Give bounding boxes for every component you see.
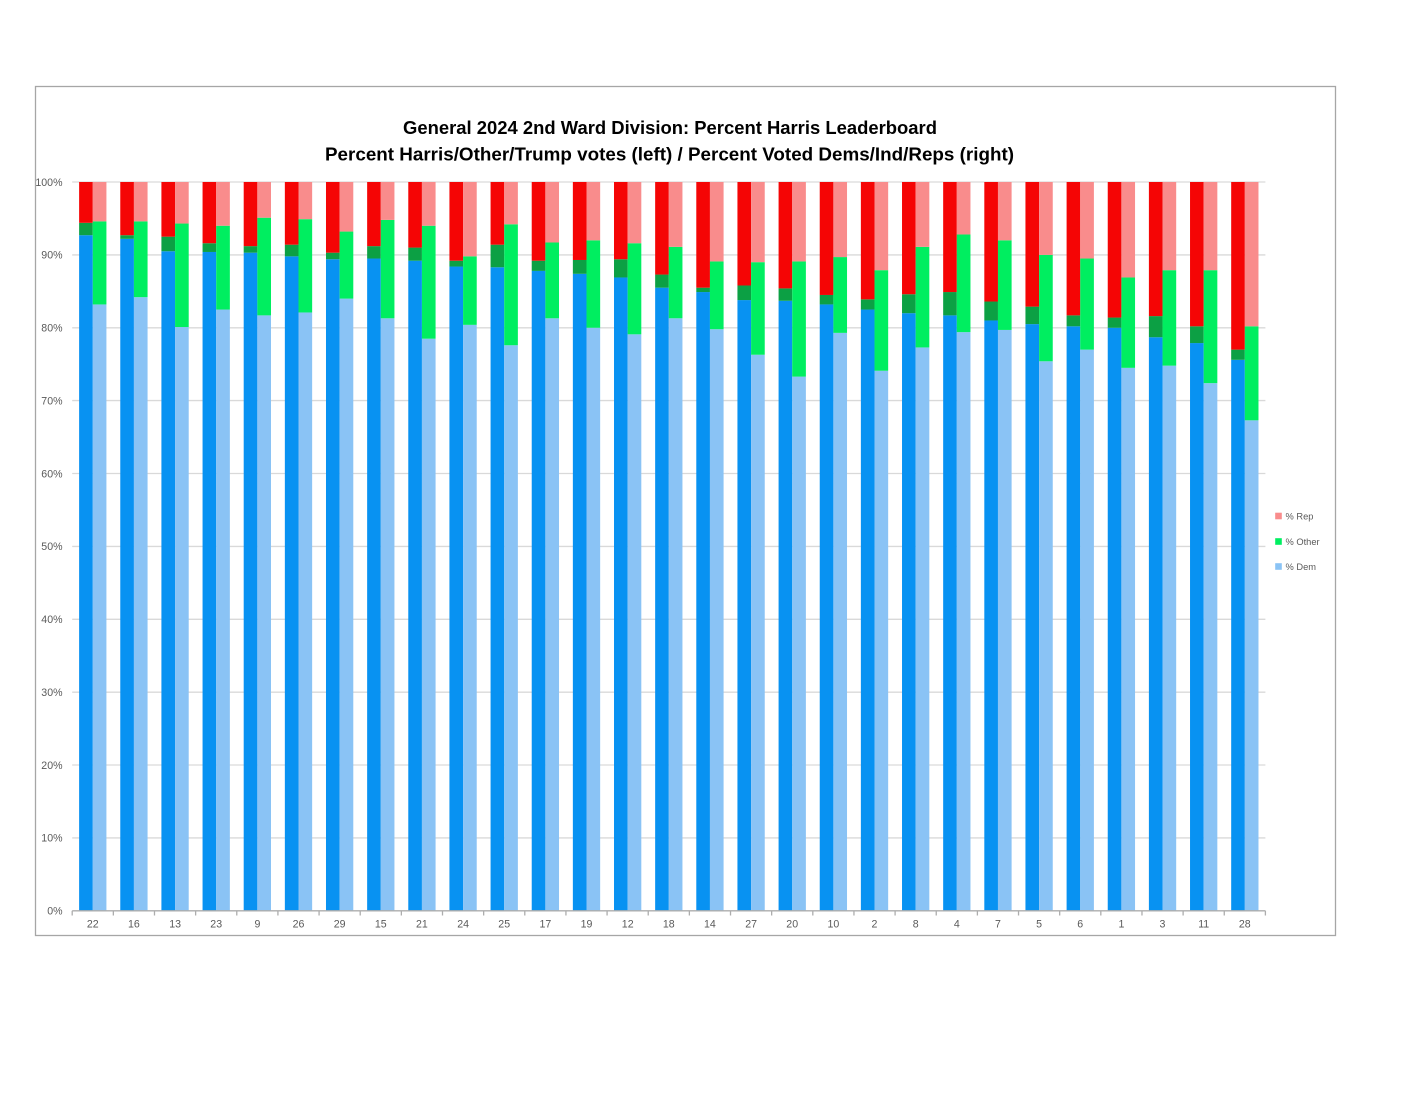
- svg-text:60%: 60%: [41, 468, 63, 480]
- svg-text:26: 26: [293, 919, 305, 931]
- svg-text:% Dem: % Dem: [1286, 562, 1317, 572]
- svg-text:7: 7: [995, 919, 1001, 931]
- svg-text:Percent Harris/Other/Trump vot: Percent Harris/Other/Trump votes (left) …: [325, 144, 1014, 165]
- svg-text:19: 19: [581, 919, 593, 931]
- svg-text:6: 6: [1077, 919, 1083, 931]
- svg-text:3: 3: [1160, 919, 1166, 931]
- svg-text:1: 1: [1118, 919, 1124, 931]
- svg-text:23: 23: [210, 919, 222, 931]
- svg-text:70%: 70%: [41, 395, 63, 407]
- svg-text:17: 17: [540, 919, 552, 931]
- svg-text:0%: 0%: [47, 906, 63, 918]
- svg-text:21: 21: [416, 919, 428, 931]
- svg-text:10%: 10%: [41, 833, 63, 845]
- svg-text:14: 14: [704, 919, 716, 931]
- svg-text:15: 15: [375, 919, 387, 931]
- svg-text:24: 24: [457, 919, 469, 931]
- svg-text:10: 10: [828, 919, 840, 931]
- svg-text:% Rep: % Rep: [1286, 511, 1314, 521]
- svg-text:40%: 40%: [41, 614, 63, 626]
- svg-text:90%: 90%: [41, 250, 63, 262]
- svg-text:22: 22: [87, 919, 99, 931]
- svg-text:12: 12: [622, 919, 634, 931]
- svg-text:25: 25: [498, 919, 510, 931]
- svg-text:20: 20: [786, 919, 798, 931]
- svg-text:18: 18: [663, 919, 675, 931]
- svg-text:9: 9: [254, 919, 260, 931]
- svg-text:% Other: % Other: [1286, 537, 1320, 547]
- svg-text:11: 11: [1198, 919, 1209, 931]
- svg-text:20%: 20%: [41, 760, 63, 772]
- svg-text:16: 16: [128, 919, 140, 931]
- svg-text:100%: 100%: [35, 177, 63, 189]
- svg-text:13: 13: [169, 919, 181, 931]
- svg-text:5: 5: [1036, 919, 1042, 931]
- svg-text:8: 8: [913, 919, 919, 931]
- svg-text:30%: 30%: [41, 687, 63, 699]
- svg-text:80%: 80%: [41, 323, 63, 335]
- svg-text:29: 29: [334, 919, 346, 931]
- svg-text:2: 2: [872, 919, 878, 931]
- svg-text:General 2024 2nd Ward Division: General 2024 2nd Ward Division: Percent …: [403, 117, 937, 138]
- svg-text:4: 4: [954, 919, 960, 931]
- svg-text:28: 28: [1239, 919, 1251, 931]
- svg-text:27: 27: [745, 919, 757, 931]
- svg-text:50%: 50%: [41, 541, 63, 553]
